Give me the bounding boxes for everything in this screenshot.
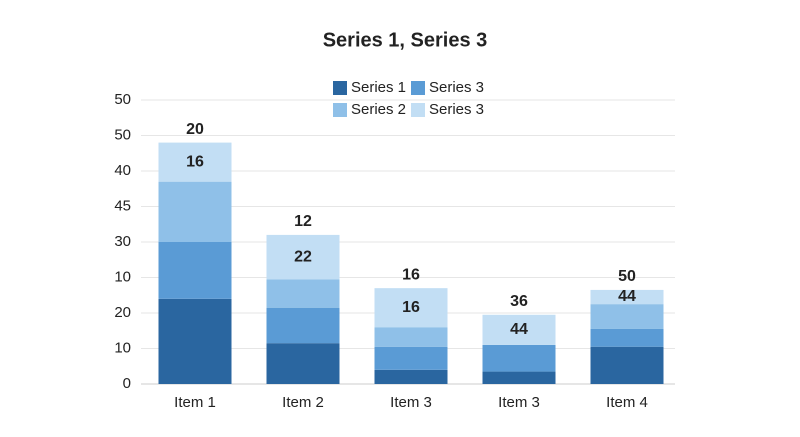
bar-segment <box>266 307 340 344</box>
legend-swatch <box>333 81 347 95</box>
bar-segment <box>482 371 556 384</box>
x-tick-label: Item 3 <box>498 394 540 411</box>
y-tick-label: 0 <box>123 375 131 392</box>
bar-segment <box>590 304 664 329</box>
legend-label: Series 2 <box>351 101 406 118</box>
bar-segment <box>590 289 664 305</box>
y-tick-label: 10 <box>114 339 131 356</box>
legend-label: Series 3 <box>429 101 484 118</box>
bar-segment <box>158 298 232 384</box>
legend-label: Series 1 <box>351 79 406 96</box>
legend-swatch <box>411 103 425 117</box>
bar-segment <box>482 344 556 372</box>
top-label: 16 <box>402 266 420 283</box>
top-label: 50 <box>618 268 636 285</box>
top-label: 36 <box>510 293 528 310</box>
bar-segment <box>158 242 232 299</box>
bar-segment <box>374 288 448 328</box>
bar-segment <box>266 343 340 384</box>
chart-title: Series 1, Series 3 <box>323 29 488 51</box>
x-tick-label: Item 2 <box>282 394 324 411</box>
y-tick-label: 10 <box>114 268 131 285</box>
legend-swatch <box>411 81 425 95</box>
y-tick-label: 40 <box>114 162 131 179</box>
inner-label: 16 <box>186 153 204 170</box>
bar-segment <box>482 314 556 345</box>
bar-segment <box>266 234 340 280</box>
y-tick-label: 45 <box>114 197 131 214</box>
bar-segment <box>266 279 340 308</box>
x-tick-label: Item 1 <box>174 394 216 411</box>
bar-segment <box>374 327 448 347</box>
bar-segment <box>158 181 232 242</box>
inner-label: 22 <box>294 248 312 265</box>
legend-swatch <box>333 103 347 117</box>
top-label: 12 <box>294 213 312 230</box>
bar-segment <box>374 369 448 384</box>
bar-segment <box>374 346 448 370</box>
inner-label: 16 <box>402 299 420 316</box>
y-tick-label: 50 <box>114 126 131 143</box>
bar-segment <box>590 328 664 347</box>
bar-segment <box>158 142 232 182</box>
y-tick-label: 20 <box>114 304 131 321</box>
x-tick-label: Item 4 <box>606 394 648 411</box>
top-label: 20 <box>186 121 204 138</box>
bar-segment <box>590 346 664 384</box>
y-tick-label: 30 <box>114 233 131 250</box>
legend-label: Series 3 <box>429 79 484 96</box>
inner-label: 44 <box>510 321 528 338</box>
y-tick-label: 50 <box>114 91 131 108</box>
inner-label: 44 <box>618 288 636 305</box>
x-tick-label: Item 3 <box>390 394 432 411</box>
